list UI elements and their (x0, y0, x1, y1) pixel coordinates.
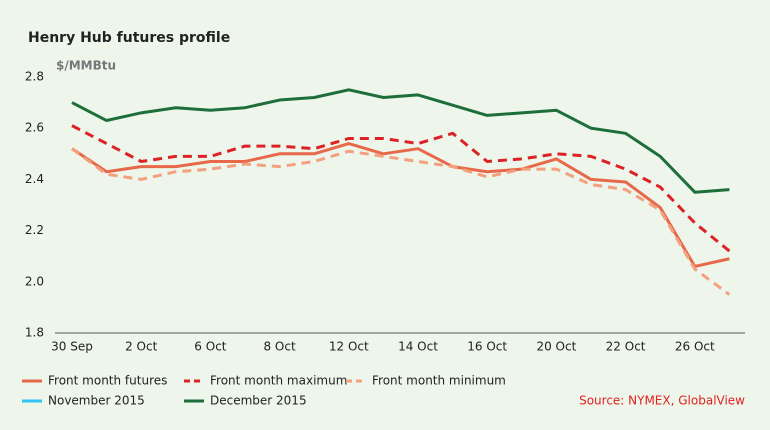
x-tick-label: 6 Oct (194, 340, 226, 354)
x-tick-label: 22 Oct (606, 340, 646, 354)
x-tick-label: 26 Oct (675, 340, 715, 354)
y-tick-label: 2.0 (25, 274, 44, 288)
x-tick-label: 14 Oct (398, 340, 438, 354)
legend-label: November 2015 (48, 394, 145, 408)
series-line (71, 88, 730, 194)
y-tick-label: 2.8 (25, 70, 44, 84)
x-tick-label: 2 Oct (125, 340, 157, 354)
legend-label: December 2015 (210, 394, 307, 408)
x-tick-label: 8 Oct (263, 340, 295, 354)
chart-title: Henry Hub futures profile (28, 30, 230, 46)
y-tick-label: 2.2 (25, 223, 44, 237)
y-tick-label: 1.8 (25, 326, 44, 340)
x-tick-label: 16 Oct (467, 340, 507, 354)
x-tick-label: 12 Oct (329, 340, 369, 354)
x-tick-label: 30 Sep (51, 340, 93, 354)
y-tick-label: 2.6 (25, 121, 44, 135)
legend-label: Front month futures (48, 374, 167, 388)
series-line (71, 124, 731, 253)
source: Source: NYMEX, GlobalView (579, 394, 745, 408)
y-tick-label: 2.4 (25, 172, 44, 186)
legend-label: Front month maximum (210, 374, 347, 388)
x-tick-label: 20 Oct (536, 340, 576, 354)
legend-label: Front month minimum (372, 374, 506, 388)
y-axis-label: $/MMBtu (56, 59, 116, 73)
series-line (71, 142, 730, 268)
